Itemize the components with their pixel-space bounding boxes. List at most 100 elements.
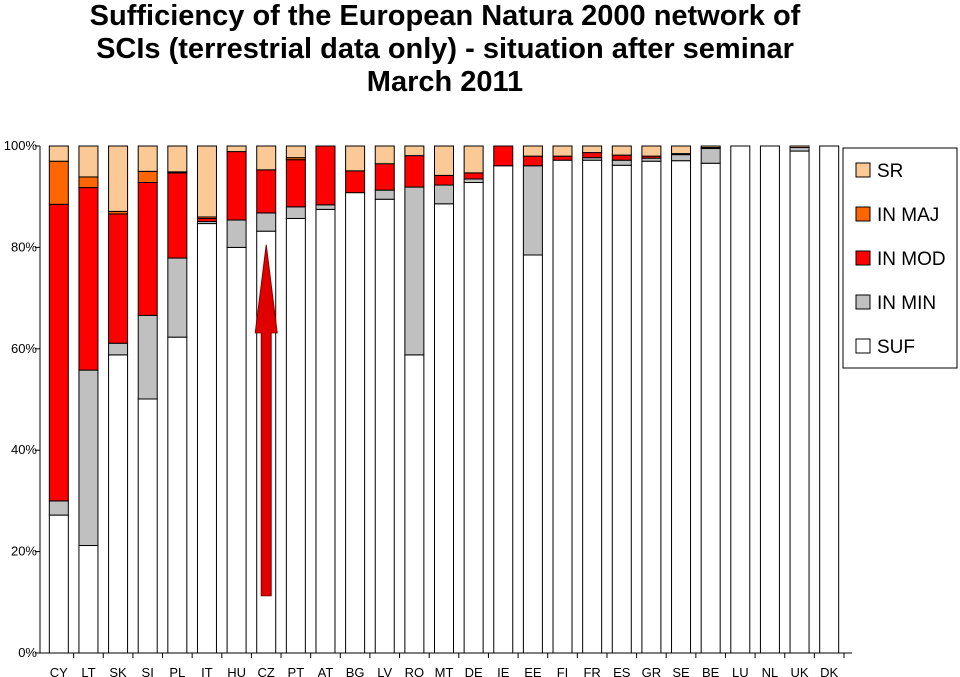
bar-stack-at: [315, 145, 336, 654]
bar-es-in-min: [611, 159, 632, 166]
bar-sk-suf: [108, 354, 129, 654]
x-tick-label-es: ES: [613, 665, 631, 677]
bar-de-suf: [463, 182, 484, 654]
x-tick-label-de: DE: [465, 665, 483, 677]
bar-stack-ro: [404, 145, 425, 654]
bar-pl-sr: [167, 145, 188, 173]
bar-cy-suf: [48, 514, 69, 654]
bar-it-suf: [196, 223, 217, 654]
bar-stack-lt: [78, 145, 99, 654]
bar-lt-in-maj: [78, 176, 99, 189]
bar-it-sr: [196, 145, 217, 218]
bar-sk-in-min: [108, 342, 129, 356]
legend-label-in-mod: IN MOD: [877, 249, 946, 270]
bar-lt-sr: [78, 145, 99, 178]
bar-fi-sr: [552, 145, 573, 157]
legend-item-sr: SR: [855, 161, 903, 182]
x-tick-label-it: IT: [201, 665, 213, 677]
x-tick-label-uk: UK: [791, 665, 809, 677]
x-tick-label-bg: BG: [346, 665, 365, 677]
x-tick-label-lu: LU: [732, 665, 749, 677]
bar-cz-in-min: [256, 212, 277, 232]
bar-stack-ee: [522, 145, 543, 654]
x-tick-label-cz: CZ: [258, 665, 275, 677]
bar-es-in-mod: [611, 154, 632, 161]
bar-uk-suf: [789, 150, 810, 654]
x-tick-label-hu: HU: [227, 665, 246, 677]
bar-es-suf: [611, 164, 632, 654]
bar-bg-in-mod: [345, 170, 366, 194]
bar-si-suf: [137, 398, 158, 654]
bar-at-suf: [315, 208, 336, 654]
legend-swatch-sr: [855, 162, 871, 178]
bar-lu-suf: [730, 145, 751, 654]
bar-be-in-min: [700, 148, 721, 164]
bar-mt-in-min: [434, 184, 454, 205]
x-tick-label-ro: RO: [405, 665, 425, 677]
bar-stack-dk: [819, 145, 840, 654]
bar-se-in-min: [671, 154, 692, 162]
bar-se-sr: [671, 145, 692, 155]
bar-fi-in-mod: [552, 155, 573, 161]
bar-pl-suf: [167, 336, 188, 654]
bar-de-sr: [463, 145, 484, 174]
bar-ee-in-min: [522, 165, 543, 256]
bar-hu-sr: [226, 145, 247, 153]
bar-stack-si: [137, 145, 158, 654]
bar-si-in-mod: [137, 182, 158, 316]
legend-item-suf: SUF: [855, 337, 915, 358]
chart-title: Sufficiency of the European Natura 2000 …: [0, 0, 890, 99]
arrow-annotation-cz: [254, 244, 278, 597]
bar-ie-in-mod: [493, 145, 514, 167]
x-tick-label-be: BE: [702, 665, 720, 677]
bar-mt-in-mod: [434, 174, 454, 186]
bar-stack-be: [700, 145, 721, 654]
x-tick-label-dk: DK: [820, 665, 838, 677]
bar-pl-in-min: [167, 257, 188, 338]
y-tick-label: 0%: [18, 645, 37, 660]
y-tick-label: 60%: [11, 341, 37, 356]
bar-cy-sr: [48, 145, 69, 162]
bar-stack-fi: [552, 145, 573, 654]
y-tick-label: 100%: [4, 138, 38, 153]
bar-fr-suf: [582, 159, 603, 654]
x-tick-label-lv: LV: [377, 665, 392, 677]
bar-lv-in-min: [374, 189, 395, 200]
x-tick-label-pl: PL: [169, 665, 185, 677]
bar-cz-sr: [256, 145, 277, 171]
legend-swatch-in-mod: [855, 250, 871, 266]
bar-hu-in-mod: [226, 151, 247, 221]
bar-hu-in-min: [226, 219, 247, 248]
bar-stack-nl: [759, 145, 780, 654]
bar-dk-suf: [819, 145, 840, 654]
bar-lv-suf: [374, 198, 395, 654]
bar-lv-in-mod: [374, 163, 395, 191]
y-axis: 0% 20% 40% 60% 80% 100%: [4, 138, 41, 660]
x-tick-label-sk: SK: [109, 665, 127, 677]
bar-at-in-mod: [315, 145, 336, 206]
bar-ro-sr: [404, 145, 425, 157]
bar-lt-in-mod: [78, 187, 99, 371]
chart-title-line-3: March 2011: [366, 66, 524, 98]
bar-ee-suf: [522, 254, 543, 654]
bar-cy-in-min: [48, 500, 69, 516]
bar-pt-in-mod: [285, 159, 306, 208]
bar-stack-sk: [108, 145, 129, 654]
bar-stack-pt: [285, 145, 306, 654]
bar-fi-suf: [552, 159, 573, 654]
bar-stack-ie: [493, 145, 514, 654]
bar-ro-in-min: [404, 186, 425, 356]
bar-stack-se: [671, 145, 692, 654]
x-tick-label-lt: LT: [81, 665, 95, 677]
legend-label-suf: SUF: [877, 337, 915, 358]
bar-es-sr: [611, 145, 632, 156]
bar-stack-fr: [582, 145, 603, 654]
bar-uk-in-min: [789, 147, 810, 152]
x-tick-label-fr: FR: [583, 665, 600, 677]
x-tick-label-at: AT: [318, 665, 334, 677]
bar-mt-suf: [434, 203, 454, 654]
bar-stack-uk: [789, 145, 810, 654]
bar-cy-in-mod: [48, 203, 69, 502]
x-axis: CY LT SK SI PL IT HU CZ PT AT BG LV RO MT DE IE EE FI FR ES…: [40, 652, 852, 677]
